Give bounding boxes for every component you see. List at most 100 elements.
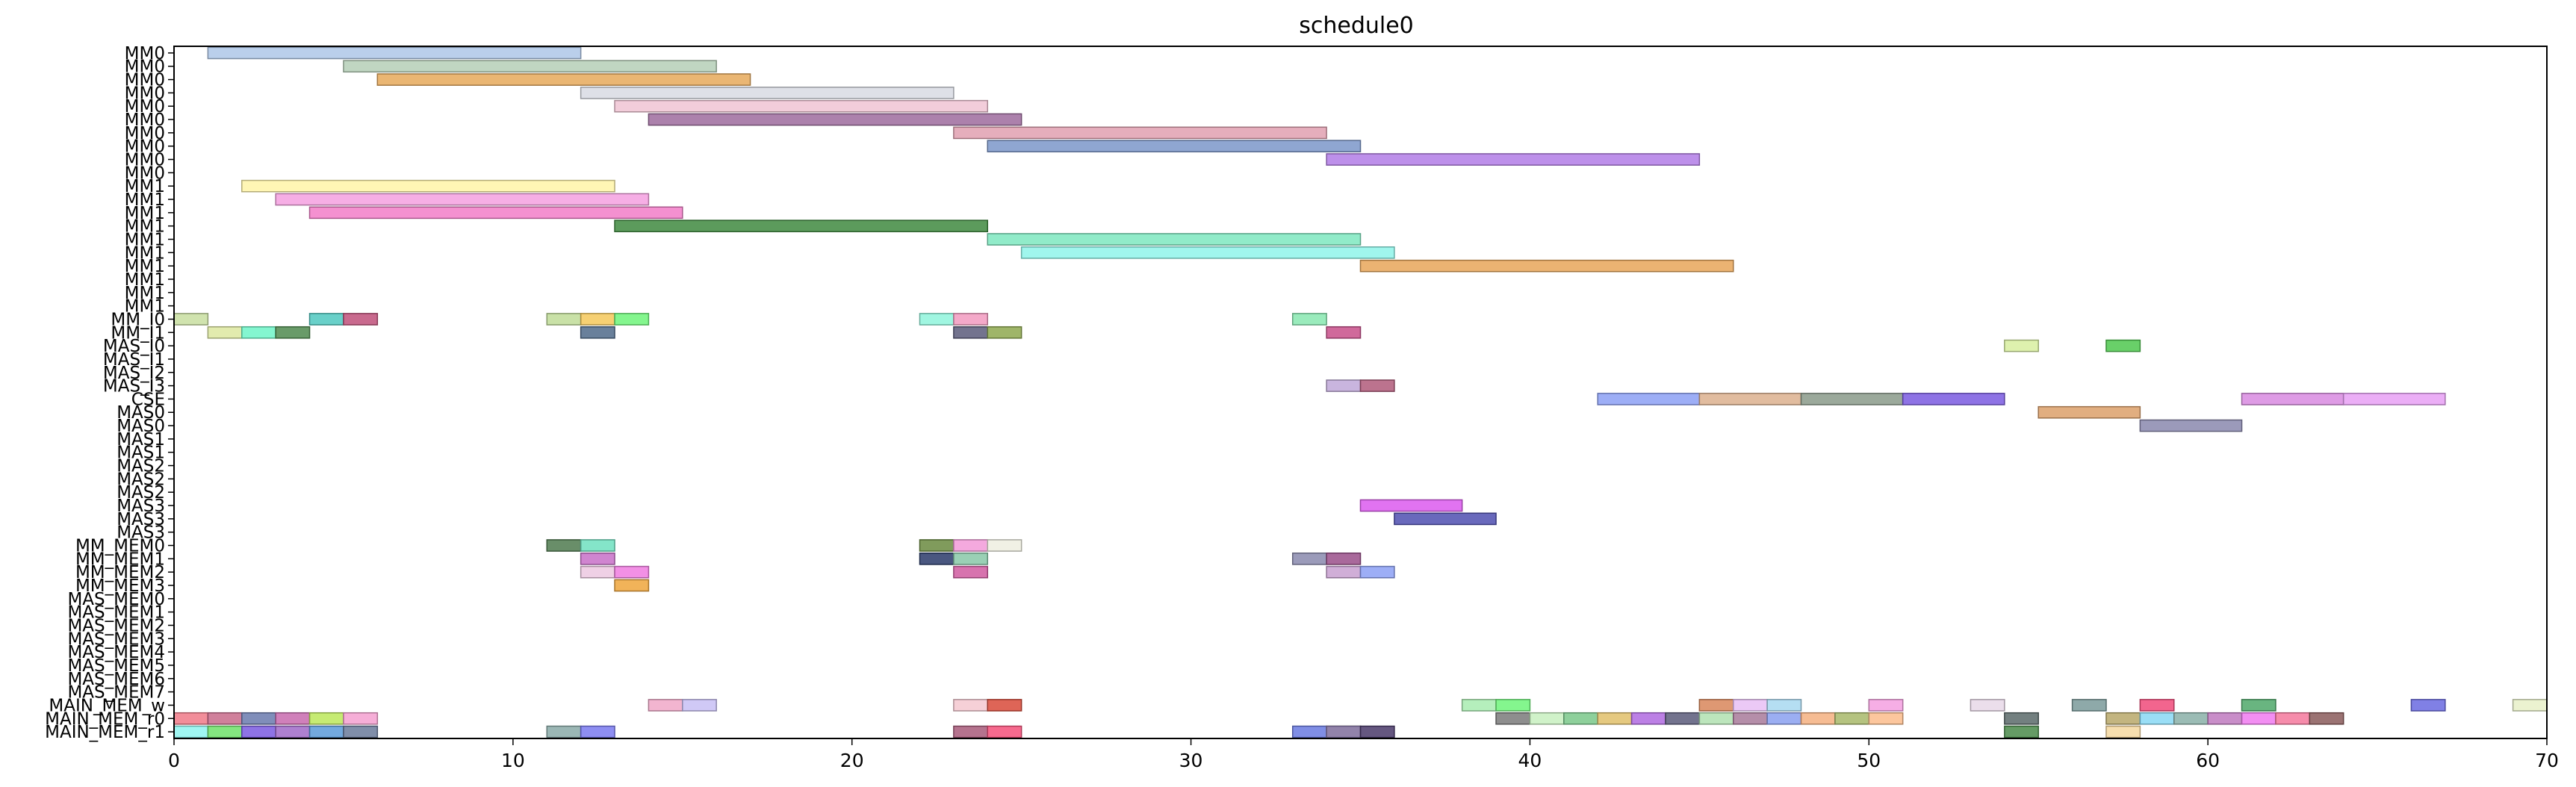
gantt-bar <box>987 140 1362 153</box>
gantt-bar <box>308 313 344 326</box>
y-tick-label: MAS_MEM5 <box>67 656 165 676</box>
gantt-bar <box>953 313 989 326</box>
y-tick-label: MM0 <box>125 44 165 63</box>
y-tick-label: MM0 <box>125 151 165 170</box>
y-tick-label: MAS_I1 <box>103 350 165 370</box>
gantt-bar <box>1495 699 1531 712</box>
y-tick-label: MM0 <box>125 124 165 143</box>
gantt-bar <box>1970 699 2005 712</box>
plot-frame <box>173 46 2548 739</box>
gantt-bar <box>2004 339 2039 352</box>
y-tick-label: MM_MEM3 <box>75 576 165 596</box>
y-tick-label: MM1 <box>125 284 165 303</box>
chart-title: schedule0 <box>1299 13 1414 39</box>
y-tick-label: MAS1 <box>117 430 165 450</box>
gantt-bar <box>1461 699 1497 712</box>
y-tick-label: MAS_MEM7 <box>67 683 165 703</box>
gantt-bar <box>1563 712 1598 725</box>
gantt-bar <box>1698 712 1734 725</box>
gantt-bar <box>343 712 379 725</box>
x-tick-label: 10 <box>501 750 525 771</box>
gantt-bar <box>987 539 1022 552</box>
gantt-bar <box>1698 699 1734 712</box>
gantt-bar <box>987 725 1022 738</box>
gantt-bar <box>648 113 1022 126</box>
y-tick-label: MM0 <box>125 164 165 183</box>
gantt-bar <box>1394 512 1497 526</box>
gantt-bar <box>987 699 1022 712</box>
gantt-bar <box>2139 712 2175 725</box>
gantt-bar <box>2241 393 2344 405</box>
gantt-bar <box>2241 712 2276 725</box>
gantt-bar <box>1020 246 1395 259</box>
y-tick-label: MM_I1 <box>111 323 165 343</box>
gantt-bar <box>580 313 615 326</box>
y-tick-label: MM0 <box>125 71 165 90</box>
y-tick-label: MAS3 <box>117 510 165 529</box>
y-tick-label: CSE <box>131 390 165 409</box>
gantt-bar <box>2037 405 2141 419</box>
y-tick-label: MM1 <box>125 297 165 317</box>
y-tick-label: MAS0 <box>117 417 165 436</box>
gantt-bar <box>2105 725 2141 738</box>
gantt-bar <box>376 73 751 86</box>
y-tick-label: MM1 <box>125 243 165 263</box>
y-tick-label: MM0 <box>125 84 165 103</box>
gantt-bar <box>1326 553 1362 565</box>
gantt-bar <box>1291 313 1327 326</box>
x-tick-label: 20 <box>840 750 864 771</box>
gantt-bar <box>1834 712 1870 725</box>
gantt-bar <box>953 326 989 339</box>
gantt-bar <box>919 539 955 552</box>
y-tick-label: MAS_MEM2 <box>67 616 165 635</box>
gantt-bar <box>2004 712 2039 725</box>
gantt-bar <box>1698 393 1802 405</box>
gantt-bar <box>682 699 717 712</box>
gantt-bar <box>1766 712 1802 725</box>
y-tick-label: MAIN_MEM_r1 <box>45 723 165 742</box>
gantt-bar <box>275 326 311 339</box>
gantt-bar <box>919 553 955 565</box>
y-tick-label: MAS_MEM6 <box>67 670 165 689</box>
x-axis: 0 10 20 30 40 50 60 70 <box>168 738 2559 771</box>
gantt-bar <box>207 46 582 60</box>
gantt-bar <box>953 539 989 552</box>
gantt-bar <box>1326 565 1362 579</box>
y-tick-label: MAIN_MEM_w <box>49 696 165 715</box>
gantt-bar <box>1359 259 1734 273</box>
y-tick-label: MM1 <box>125 270 165 290</box>
gantt-bar <box>580 87 955 99</box>
gantt-bar <box>2105 339 2141 352</box>
gantt-bar <box>2139 419 2243 432</box>
gantt-bar <box>1359 499 1463 512</box>
gantt-bar <box>953 126 1327 140</box>
gantt-bar <box>1868 699 1904 712</box>
y-tick-label: MM_MEM0 <box>75 537 165 556</box>
x-tick-label: 0 <box>168 750 180 771</box>
x-tick-label: 70 <box>2535 750 2559 771</box>
gantt-bar <box>1732 712 1768 725</box>
y-tick-label: MAS_MEM0 <box>67 590 165 609</box>
gantt-bar <box>308 725 344 738</box>
gantt-bar <box>2410 699 2446 712</box>
gantt-bar <box>1766 699 1802 712</box>
y-tick-label: MAS_I0 <box>103 337 165 356</box>
gantt-bar <box>1665 712 1701 725</box>
x-tick-label: 40 <box>1518 750 1542 771</box>
gantt-bar <box>1495 712 1531 725</box>
gantt-bar <box>2309 712 2344 725</box>
gantt-bar <box>2241 699 2276 712</box>
gantt-bar <box>614 313 650 326</box>
y-tick-label: MAIN_MEM_r0 <box>45 709 165 729</box>
gantt-bar <box>2105 712 2141 725</box>
gantt-bar <box>1291 553 1327 565</box>
gantt-bar <box>343 60 717 73</box>
y-tick-label: MAS_MEM1 <box>67 603 165 623</box>
y-tick-label: MAS3 <box>117 497 165 516</box>
gantt-bar <box>987 326 1022 339</box>
gantt-bar <box>953 725 989 738</box>
gantt-bar <box>241 326 276 339</box>
bars-layer <box>173 46 2548 738</box>
y-tick-label: MM_I0 <box>111 310 165 329</box>
